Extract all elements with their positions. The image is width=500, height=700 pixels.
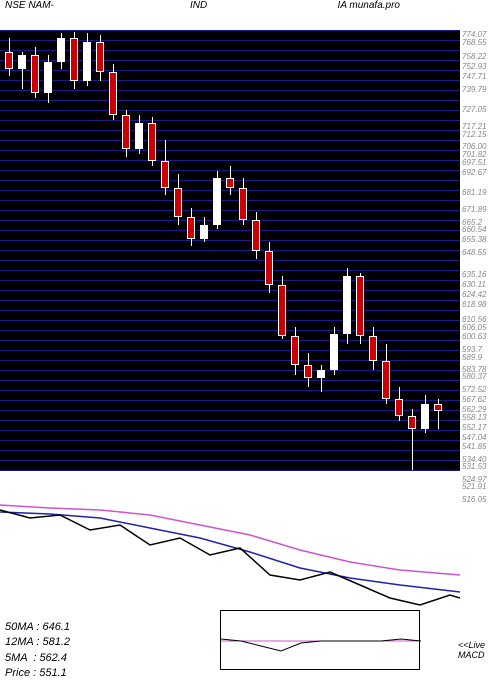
- macd-label-live: <<Live: [458, 640, 485, 650]
- price-y-axis: 774.07768.55758.22752.93747.71739.79727.…: [460, 30, 500, 470]
- ticker-exchange: NSE NAM-: [5, 0, 54, 11]
- ticker-region: IND: [190, 0, 207, 11]
- moving-average-panel[interactable]: [0, 480, 460, 620]
- indicator-svg: [0, 480, 460, 620]
- stock-chart-container: NSE NAM- IND IA munafa.pro 774.07768.557…: [0, 0, 500, 700]
- stat-price: Price : 551.1: [5, 666, 70, 681]
- ticker-source: IA munafa.pro: [338, 0, 400, 11]
- candlestick-panel[interactable]: [0, 30, 460, 470]
- stat-5ma: 5MA : 562.4: [5, 651, 70, 666]
- stats-panel: 50MA : 646.1 12MA : 581.2 5MA : 562.4 Pr…: [5, 620, 70, 682]
- macd-svg: [221, 611, 421, 671]
- stat-50ma: 50MA : 646.1: [5, 620, 70, 635]
- macd-label-macd: MACD: [458, 650, 485, 660]
- stat-12ma: 12MA : 581.2: [5, 635, 70, 650]
- macd-inset-panel[interactable]: [220, 610, 420, 670]
- macd-label: <<Live MACD: [458, 640, 485, 660]
- chart-header: NSE NAM- IND IA munafa.pro: [0, 0, 500, 18]
